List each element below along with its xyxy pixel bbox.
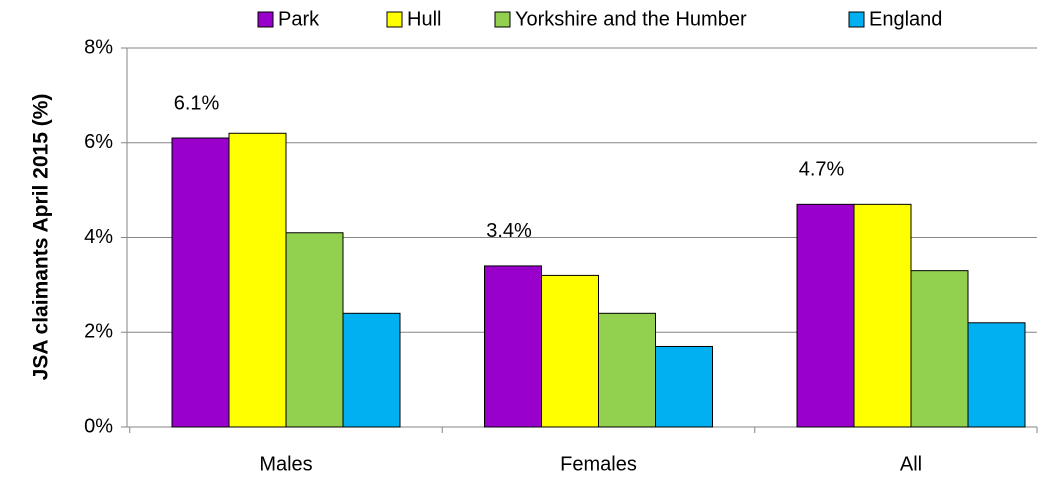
legend-swatch (386, 11, 403, 28)
y-tick-label: 8% (84, 36, 113, 58)
data-label: 6.1% (174, 92, 220, 114)
data-label: 4.7% (799, 159, 845, 181)
bar (171, 137, 230, 428)
legend-swatch (848, 11, 865, 28)
legend-label: Yorkshire and the Humber (515, 8, 747, 30)
bar (967, 322, 1026, 428)
y-tick-label: 4% (84, 226, 113, 248)
bar (285, 232, 344, 428)
legend-label: Hull (407, 8, 441, 30)
data-label: 3.4% (486, 220, 532, 242)
x-tick-label: Males (259, 453, 312, 475)
legend-label: Park (278, 8, 320, 30)
bar (853, 203, 912, 428)
bar (228, 132, 287, 428)
x-tick-label: Females (560, 453, 637, 475)
bar (910, 270, 969, 428)
y-axis-label: JSA claimants April 2015 (%) (30, 94, 53, 381)
bar (484, 265, 542, 428)
legend-swatch (494, 11, 511, 28)
legend-label: England (869, 8, 942, 30)
bar (541, 274, 599, 428)
y-tick-label: 0% (84, 415, 113, 437)
bar (655, 345, 713, 428)
bar (796, 203, 855, 428)
bar (342, 312, 401, 428)
y-tick-label: 2% (84, 321, 113, 343)
y-tick-label: 6% (84, 131, 113, 153)
bar (598, 312, 656, 428)
x-tick-label: All (900, 453, 922, 475)
legend-swatch (257, 11, 274, 28)
